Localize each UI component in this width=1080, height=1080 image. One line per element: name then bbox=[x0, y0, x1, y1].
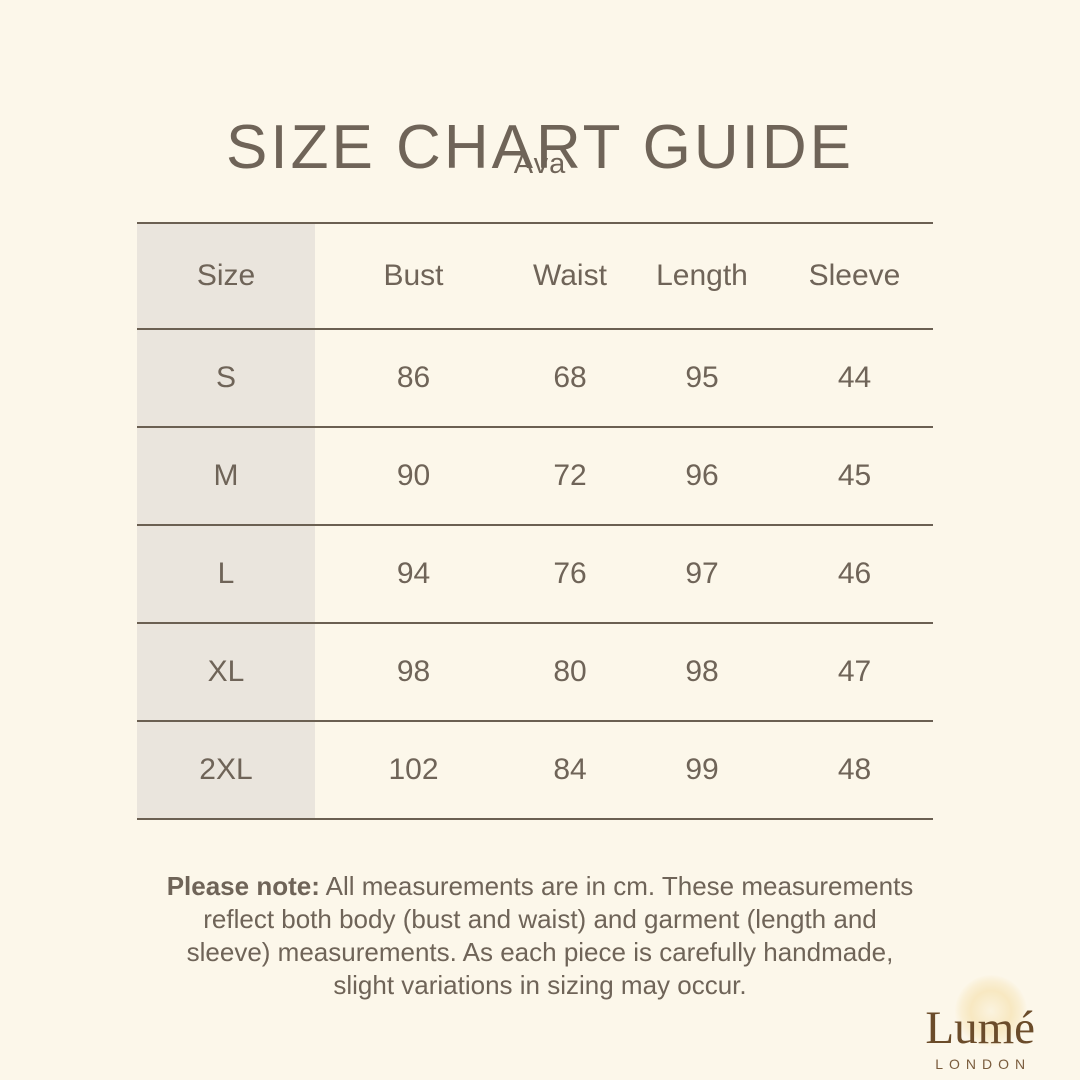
cell-size: M bbox=[137, 428, 315, 524]
cell-length: 97 bbox=[685, 557, 719, 590]
column-header-sleeve: Sleeve bbox=[808, 259, 901, 292]
brand-name: Lumé bbox=[925, 1002, 1035, 1054]
table-row-m: M 90 72 96 45 bbox=[137, 428, 933, 526]
table-row-l: L 94 76 97 46 bbox=[137, 526, 933, 624]
cell-length: 98 bbox=[685, 655, 719, 688]
cell-length: 95 bbox=[685, 361, 719, 394]
cell-waist: 72 bbox=[553, 459, 587, 492]
cell-bust: 98 bbox=[396, 655, 431, 688]
cell-size: 2XL bbox=[137, 722, 315, 818]
page-title: SIZE CHART GUIDE bbox=[226, 112, 854, 182]
note-line: Please note: All measurements are in cm.… bbox=[110, 870, 970, 903]
cell-bust: 90 bbox=[396, 459, 431, 492]
note-label: Please note: bbox=[166, 871, 320, 901]
cell-size: S bbox=[137, 330, 315, 426]
column-header-size: Size bbox=[137, 224, 315, 328]
cell-length: 96 bbox=[685, 459, 719, 492]
cell-waist: 84 bbox=[553, 753, 587, 786]
column-header-length: Length bbox=[656, 259, 748, 292]
table-row-xl: XL 98 80 98 47 bbox=[137, 624, 933, 722]
cell-sleeve: 44 bbox=[837, 361, 872, 394]
cell-bust: 86 bbox=[396, 361, 431, 394]
cell-sleeve: 47 bbox=[837, 655, 872, 688]
cell-sleeve: 45 bbox=[837, 459, 872, 492]
note-line: reflect both body (bust and waist) and g… bbox=[203, 904, 877, 934]
cell-waist: 80 bbox=[553, 655, 587, 688]
column-header-waist: Waist bbox=[533, 259, 607, 292]
page-subtitle: Ava bbox=[513, 148, 567, 180]
note-line: slight variations in sizing may occur. bbox=[333, 970, 747, 1000]
cell-sleeve: 48 bbox=[837, 753, 872, 786]
note-line: sleeve) measurements. As each piece is c… bbox=[186, 937, 894, 967]
cell-waist: 76 bbox=[553, 557, 587, 590]
table-row-2xl: 2XL 102 84 99 48 bbox=[137, 722, 933, 820]
cell-bust: 94 bbox=[396, 557, 431, 590]
note-text: All measurements are in cm. These measur… bbox=[325, 871, 914, 901]
cell-bust: 102 bbox=[388, 753, 439, 786]
size-chart-table: Size Bust Waist Length Sleeve S 86 68 95… bbox=[137, 222, 933, 820]
table-row-s: S 86 68 95 44 bbox=[137, 330, 933, 428]
cell-waist: 68 bbox=[553, 361, 587, 394]
column-header-bust: Bust bbox=[383, 259, 444, 292]
cell-sleeve: 46 bbox=[837, 557, 872, 590]
brand-logo: Lumé LONDON bbox=[925, 975, 1035, 1072]
table-header-row: Size Bust Waist Length Sleeve bbox=[137, 224, 933, 330]
measurement-note: Please note: All measurements are in cm.… bbox=[110, 870, 970, 1002]
cell-size: XL bbox=[137, 624, 315, 720]
cell-size: L bbox=[137, 526, 315, 622]
cell-length: 99 bbox=[685, 753, 719, 786]
brand-city: LONDON bbox=[935, 1056, 1032, 1072]
